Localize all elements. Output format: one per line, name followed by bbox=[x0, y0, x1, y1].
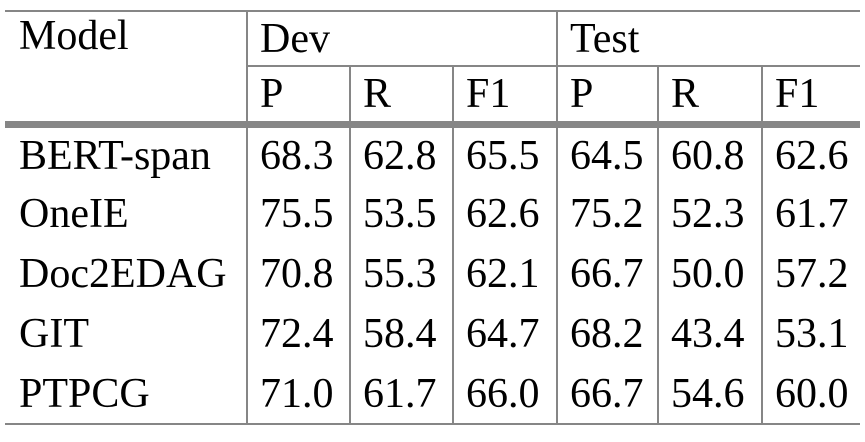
row-label: BERT-span bbox=[19, 132, 211, 179]
metric-cell: 62.6 bbox=[761, 124, 861, 184]
metric-cell: 66.7 bbox=[556, 364, 659, 424]
col-header-dev-f1: F1 bbox=[451, 66, 558, 128]
table-body: BERT-span 68.3 62.8 65.5 64.5 60.8 62.6 … bbox=[5, 124, 861, 424]
col-group-dev: Dev bbox=[245, 11, 558, 67]
metric-cell: 50.0 bbox=[657, 244, 763, 304]
metric-cell: 64.7 bbox=[451, 304, 558, 364]
metric-cell: 68.3 bbox=[246, 124, 350, 184]
metric-cell: 58.4 bbox=[349, 304, 453, 364]
metric-cell: 65.5 bbox=[451, 124, 558, 184]
metric-cell: 75.2 bbox=[556, 184, 659, 244]
results-table: Model Dev Test P R F1 P R F1 BERT-span 6… bbox=[5, 10, 861, 425]
col-header-test-p: P bbox=[556, 66, 659, 128]
metric-cell: 54.6 bbox=[657, 364, 763, 424]
metric-cell: 62.6 bbox=[451, 184, 558, 244]
header-row-metrics: P R F1 P R F1 bbox=[5, 66, 861, 128]
col-header-test-r: R bbox=[657, 66, 763, 128]
metric-cell: 53.1 bbox=[761, 304, 861, 364]
metric-cell: 70.8 bbox=[246, 244, 350, 304]
metric-cell: 55.3 bbox=[349, 244, 453, 304]
metric-cell: 61.7 bbox=[761, 184, 861, 244]
col-group-test: Test bbox=[556, 11, 861, 67]
col-header-dev-r: R bbox=[349, 66, 453, 128]
row-label: GIT bbox=[19, 311, 89, 357]
metric-cell: 66.0 bbox=[451, 364, 558, 424]
metric-cell: 43.4 bbox=[657, 304, 763, 364]
metric-cell: 68.2 bbox=[556, 304, 659, 364]
metric-cell: 71.0 bbox=[246, 364, 350, 424]
metric-cell: 75.5 bbox=[246, 184, 350, 244]
metric-cell: 53.5 bbox=[349, 184, 453, 244]
table-header: Model Dev Test P R F1 P R F1 bbox=[5, 11, 861, 128]
col-header-test-f1: F1 bbox=[761, 66, 861, 128]
metric-cell: 62.1 bbox=[451, 244, 558, 304]
table-row: PTPCG 71.0 61.7 66.0 66.7 54.6 60.0 bbox=[5, 364, 861, 424]
metric-cell: 60.8 bbox=[657, 124, 763, 184]
metric-cell: 72.4 bbox=[246, 304, 350, 364]
row-label: OneIE bbox=[19, 191, 129, 237]
table-row: BERT-span 68.3 62.8 65.5 64.5 60.8 62.6 bbox=[5, 124, 861, 184]
row-label: Doc2EDAG bbox=[19, 251, 227, 297]
table-row: Doc2EDAG 70.8 55.3 62.1 66.7 50.0 57.2 bbox=[5, 244, 861, 304]
metric-cell: 57.2 bbox=[761, 244, 861, 304]
metric-cell: 62.8 bbox=[349, 124, 453, 184]
metric-cell: 66.7 bbox=[556, 244, 659, 304]
col-header-dev-p: P bbox=[246, 66, 350, 128]
table-row: OneIE 75.5 53.5 62.6 75.2 52.3 61.7 bbox=[5, 184, 861, 244]
col-header-model: Model bbox=[5, 11, 247, 128]
table-row: GIT 72.4 58.4 64.7 68.2 43.4 53.1 bbox=[5, 304, 861, 364]
metric-cell: 60.0 bbox=[761, 364, 861, 424]
metric-cell: 52.3 bbox=[657, 184, 763, 244]
header-row-groups: Model Dev Test bbox=[5, 11, 861, 128]
metric-cell: 64.5 bbox=[556, 124, 659, 184]
metric-cell: 61.7 bbox=[349, 364, 453, 424]
row-label: PTPCG bbox=[19, 370, 150, 417]
